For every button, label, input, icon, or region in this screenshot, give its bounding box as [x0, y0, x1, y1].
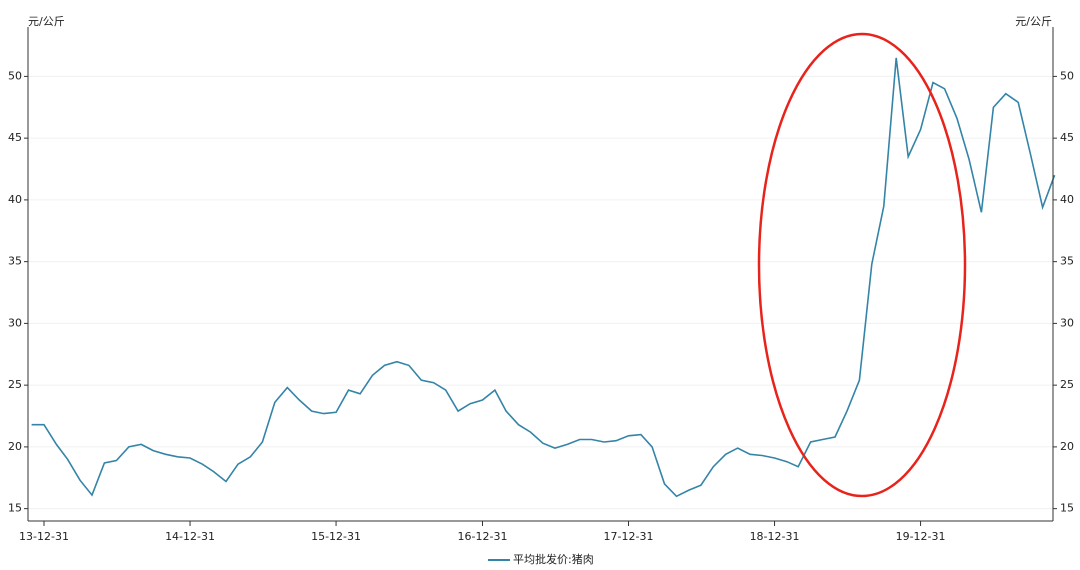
y2-tick-label: 50: [1060, 69, 1074, 82]
y2-tick-label: 15: [1060, 502, 1074, 515]
y2-tick-label: 45: [1060, 131, 1074, 144]
y-axis-unit: 元/公斤: [28, 15, 65, 28]
highlight-ellipse: [757, 32, 967, 498]
y-tick-label: 30: [8, 316, 22, 329]
y-tick-label: 45: [8, 131, 22, 144]
y-tick-label: 50: [8, 69, 22, 82]
legend-label: 平均批发价:猪肉: [513, 552, 594, 566]
x-tick-label: 14-12-31: [165, 530, 215, 543]
y-tick-label: 20: [8, 440, 22, 453]
x-tick-label: 16-12-31: [458, 530, 508, 543]
x-tick-label: 15-12-31: [311, 530, 361, 543]
y-tick-label: 40: [8, 193, 22, 206]
x-tick-label: 17-12-31: [604, 530, 654, 543]
y2-tick-label: 40: [1060, 193, 1074, 206]
series-line: [31, 57, 1056, 498]
y2-tick-label: 20: [1060, 440, 1074, 453]
y-tick-label: 35: [8, 255, 22, 268]
y-tick-label: 15: [8, 502, 22, 515]
y2-axis-unit: 元/公斤: [1015, 15, 1052, 28]
y2-tick-label: 30: [1060, 316, 1074, 329]
x-tick-label: 18-12-31: [750, 530, 800, 543]
y2-tick-label: 25: [1060, 378, 1074, 391]
y-tick-label: 25: [8, 378, 22, 391]
y2-tick-label: 35: [1060, 255, 1074, 268]
x-tick-label: 19-12-31: [896, 530, 946, 543]
x-tick-label: 13-12-31: [19, 530, 69, 543]
